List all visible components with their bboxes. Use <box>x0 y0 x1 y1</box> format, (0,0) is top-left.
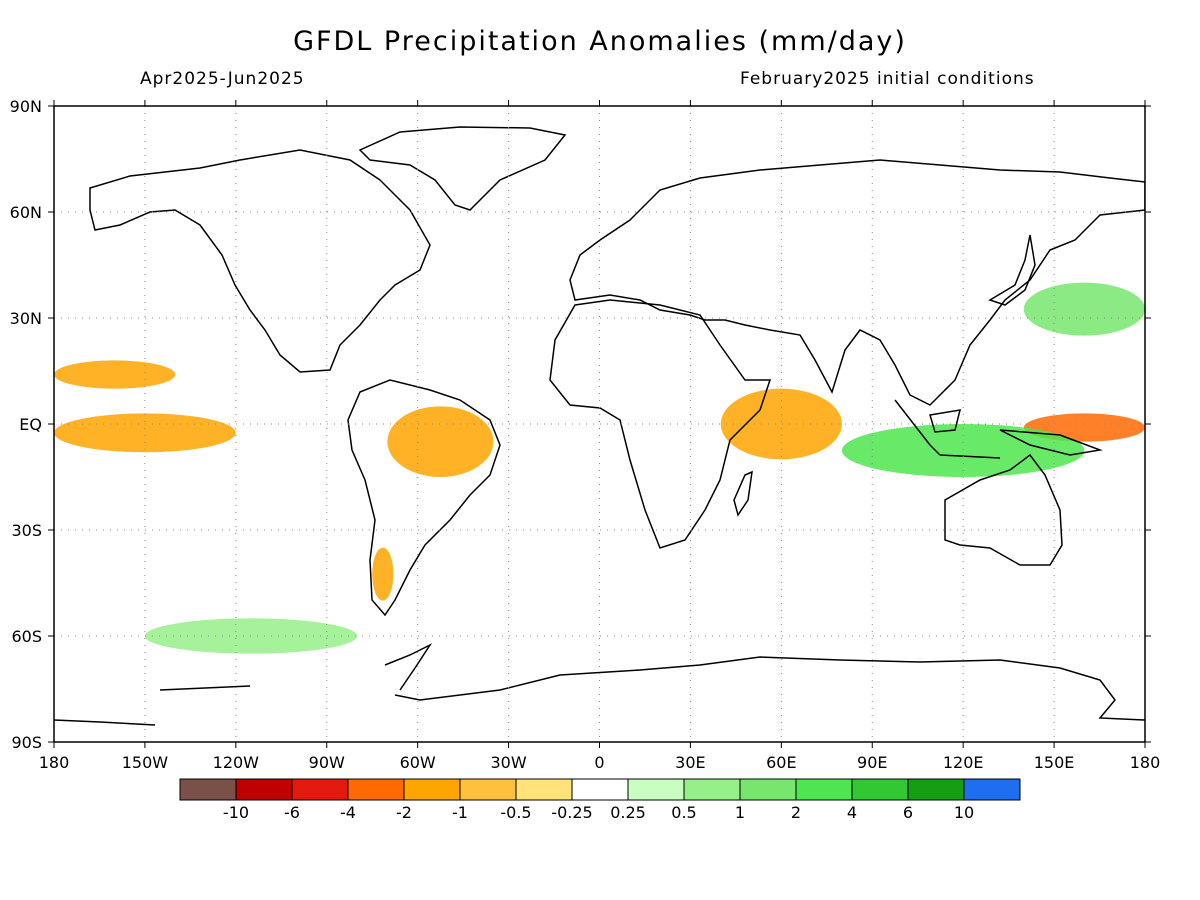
coastline-greenland <box>358 126 567 211</box>
legend-label: 4 <box>847 803 857 822</box>
legend-swatch <box>851 778 909 801</box>
anomaly-region <box>54 413 236 453</box>
legend-label: -1 <box>452 803 468 822</box>
lat-label: 90S <box>11 733 42 752</box>
legend-label: -6 <box>284 803 300 822</box>
legend-swatch <box>403 778 461 801</box>
legend-swatch <box>179 778 237 801</box>
graticule <box>54 106 1145 742</box>
legend-swatch <box>515 778 573 801</box>
lon-label: 120W <box>213 753 260 772</box>
coastline-antarctic-peninsula <box>384 643 433 691</box>
legend-swatch <box>571 778 629 801</box>
colorbar-legend: -10 -6 -4 -2 -1 -0.5 -0.25 0.25 0.5 1 2 4 6 10 <box>179 778 1021 822</box>
coastline-africa <box>549 299 772 549</box>
legend-swatch <box>235 778 293 801</box>
legend-label: 10 <box>954 803 974 822</box>
lat-label: 30N <box>10 309 42 328</box>
legend-swatch <box>347 778 405 801</box>
anomaly-region <box>720 388 842 460</box>
forecast-period: Apr2025-Jun2025 <box>140 69 305 89</box>
lon-label: 150E <box>1034 753 1075 772</box>
lon-label: 150W <box>122 753 169 772</box>
lat-label: EQ <box>19 415 42 434</box>
legend-label: -10 <box>223 803 249 822</box>
legend-swatch <box>795 778 853 801</box>
legend-label: -0.5 <box>500 803 531 822</box>
coastline-australia <box>944 453 1063 566</box>
lon-label: 180 <box>39 753 70 772</box>
axis-ticks <box>48 100 1151 748</box>
lon-label: 30W <box>490 753 526 772</box>
legend-label: -0.25 <box>551 803 592 822</box>
legend-swatch <box>683 778 741 801</box>
lat-label: 60S <box>11 627 42 646</box>
coastline-eurasia <box>569 159 1145 406</box>
coastline-indonesia <box>894 399 1103 459</box>
longitude-labels: 180 150W 120W 90W 60W 30W 0 30E 60E 90E 120E 150E 18… <box>39 753 1161 772</box>
lon-label: 30E <box>675 753 705 772</box>
anomaly-region <box>1023 282 1145 336</box>
latitude-labels: 90N 60N 30N EQ 30S 60S 90S <box>10 97 42 752</box>
legend-label: 2 <box>791 803 801 822</box>
lat-label: 90N <box>10 97 42 116</box>
coastline-north-america <box>89 149 431 373</box>
lon-label: 60W <box>400 753 436 772</box>
lat-label: 60N <box>10 203 42 222</box>
coastline-madagascar <box>733 470 753 517</box>
lon-label: 90E <box>857 753 887 772</box>
legend-label: -4 <box>340 803 356 822</box>
legend-swatch <box>963 778 1021 801</box>
lat-label: 30S <box>11 521 42 540</box>
anomaly-region <box>372 547 394 601</box>
coastlines <box>54 126 1145 726</box>
lon-label: 90W <box>309 753 345 772</box>
anomaly-region <box>387 406 494 477</box>
legend-label: 6 <box>903 803 913 822</box>
legend-swatch <box>459 778 517 801</box>
legend-label: 0.5 <box>671 803 696 822</box>
anomaly-field <box>54 282 1145 654</box>
coastline-south-america <box>347 379 501 617</box>
coastline-antarctica <box>54 656 1145 726</box>
legend-swatch <box>739 778 797 801</box>
legend-label: -2 <box>396 803 412 822</box>
lon-label: 0 <box>594 753 604 772</box>
coastline-japan <box>988 234 1036 306</box>
anomaly-region <box>841 424 1085 477</box>
legend-swatch <box>291 778 349 801</box>
lon-label: 60E <box>766 753 796 772</box>
legend-label: 1 <box>735 803 745 822</box>
lon-label: 180 <box>1130 753 1161 772</box>
map-title: GFDL Precipitation Anomalies (mm/day) <box>293 26 907 57</box>
anomaly-region <box>54 360 176 389</box>
lon-label: 120E <box>943 753 984 772</box>
legend-label: 0.25 <box>610 803 646 822</box>
initial-conditions: February2025 initial conditions <box>740 69 1035 89</box>
legend-swatch <box>627 778 685 801</box>
legend-swatch <box>907 778 965 801</box>
